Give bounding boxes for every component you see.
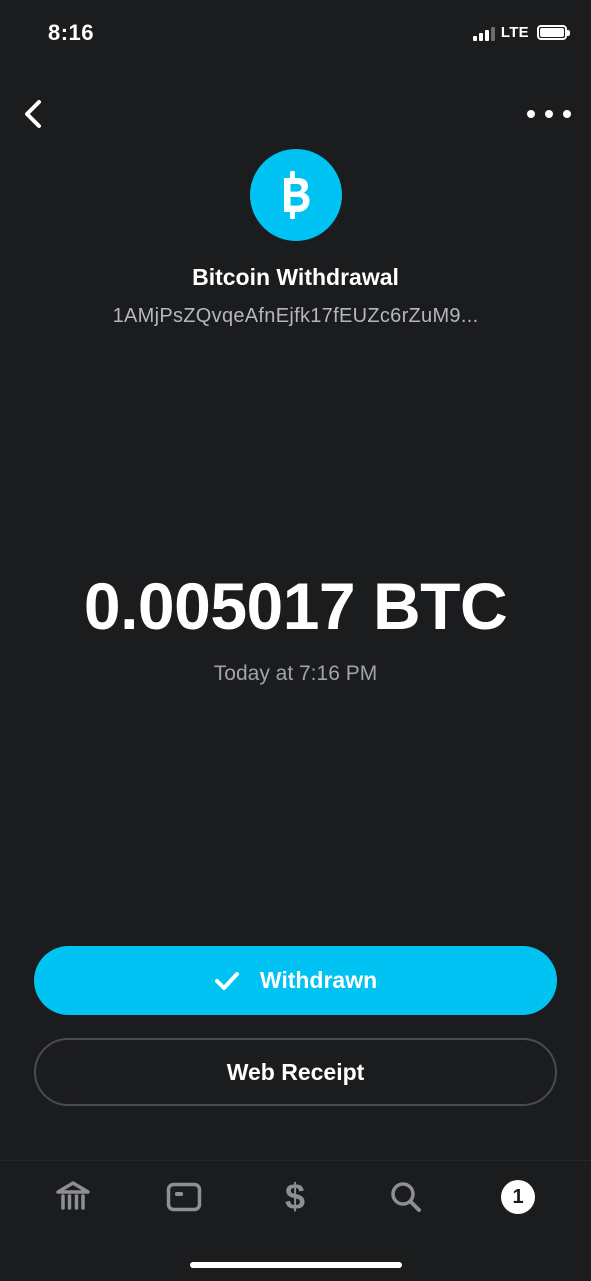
back-button[interactable] [14, 94, 54, 134]
ellipsis-icon-dot [563, 110, 571, 118]
battery-icon [537, 25, 570, 40]
bank-icon [56, 1181, 90, 1210]
more-options-button[interactable] [527, 96, 571, 132]
search-icon [391, 1182, 421, 1212]
tab-activity[interactable]: 1 [488, 1177, 548, 1217]
ellipsis-icon-dot [545, 110, 553, 118]
wallet-address: 1AMjPsZQvqeAfnEjfk17fEUZc6rZuM9... [112, 305, 479, 327]
tab-bar: $ 1 [0, 1160, 591, 1281]
bitcoin-avatar [250, 149, 342, 241]
bitcoin-icon [284, 171, 310, 219]
home-indicator [190, 1262, 402, 1268]
status-bar: 8:16 LTE [0, 0, 591, 70]
tab-card[interactable] [154, 1177, 214, 1217]
withdrawn-status-button[interactable]: Withdrawn [34, 946, 557, 1015]
checkmark-icon [214, 971, 239, 990]
withdrawn-label: Withdrawn [259, 967, 378, 993]
transaction-amount: 0.005017 BTC [83, 569, 508, 643]
ellipsis-icon-dot [527, 110, 535, 118]
web-receipt-button[interactable]: Web Receipt [34, 1038, 557, 1106]
status-indicators: LTE [472, 24, 570, 41]
transaction-title: Bitcoin Withdrawal [192, 264, 399, 290]
network-label: LTE [500, 24, 529, 41]
chevron-left-icon [25, 100, 41, 128]
dollar-icon: $ [284, 1176, 306, 1217]
transaction-timestamp: Today at 7:16 PM [213, 662, 378, 685]
tab-money[interactable]: $ [265, 1177, 325, 1217]
status-time: 8:16 [48, 20, 95, 45]
signal-icon [472, 25, 495, 41]
activity-badge: 1 [501, 1180, 535, 1214]
card-icon [166, 1182, 202, 1212]
tab-search[interactable] [376, 1177, 436, 1217]
tab-banking[interactable] [43, 1177, 103, 1217]
web-receipt-label: Web Receipt [226, 1058, 365, 1085]
